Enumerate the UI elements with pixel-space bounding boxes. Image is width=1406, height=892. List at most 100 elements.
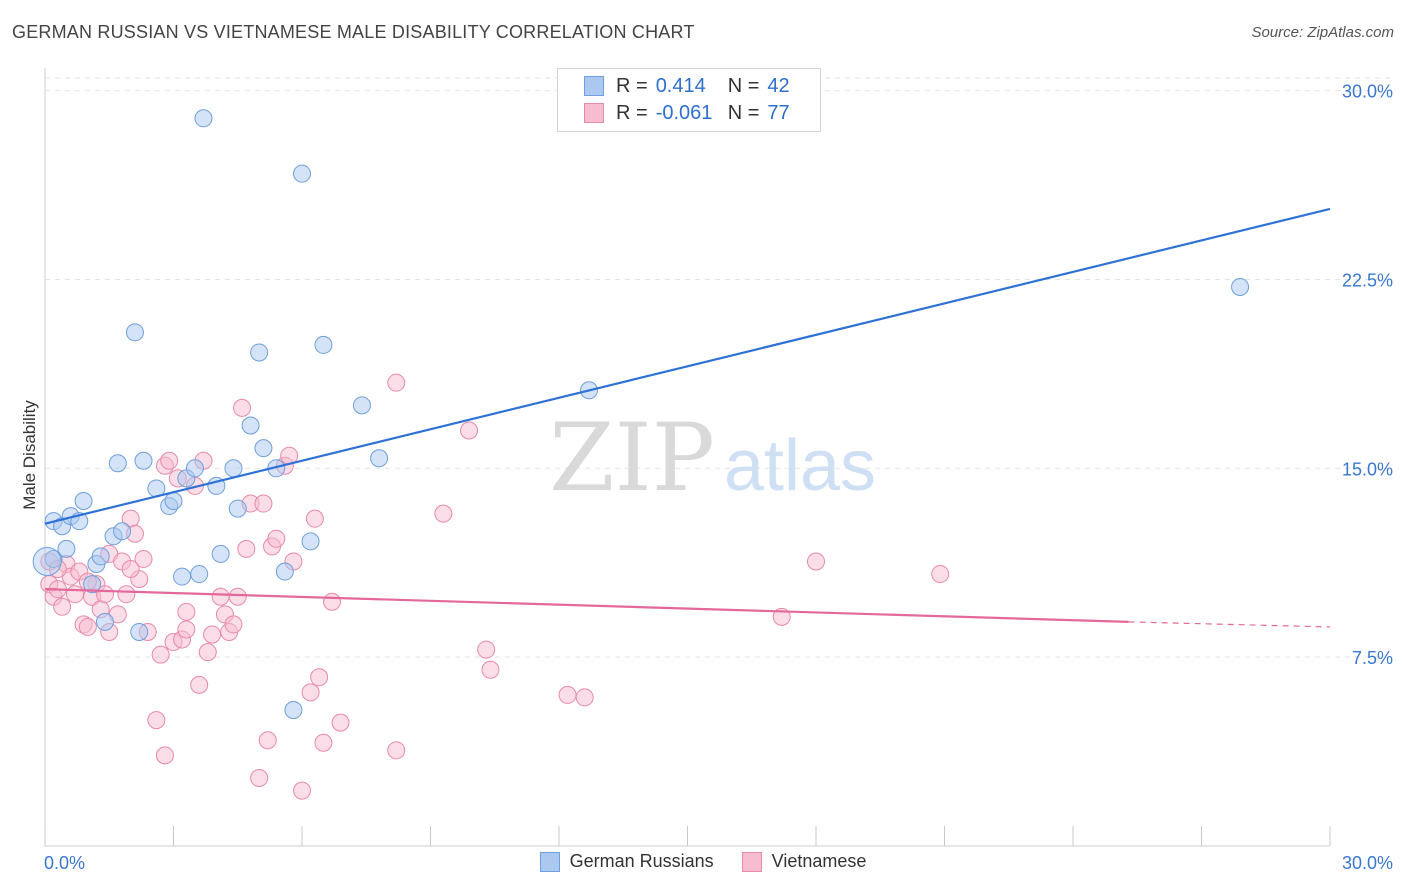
german-russian-point [228, 499, 247, 518]
stats-legend: R = 0.414 N = 42 R = -0.061 N = 77 [557, 68, 821, 132]
series-swatch-pink [741, 851, 762, 872]
vietnamese-point [293, 781, 311, 800]
german-russian-point [164, 492, 183, 511]
series-label: Vietnamese [771, 851, 867, 871]
axes [44, 68, 1331, 847]
vietnamese-point [177, 620, 196, 639]
legend-r-value: -0.061 [655, 101, 713, 124]
vietnamese-point [477, 640, 496, 659]
tick-labels: 7.5% 15.0% 22.5% 30.0% 0.0% 30.0% Male Disabil… [20, 82, 1393, 873]
vietnamese-point [121, 560, 140, 579]
vietnamese-point [460, 421, 479, 440]
german-russian-point [211, 544, 230, 563]
german-russian-point [57, 539, 76, 558]
vietnamese-point [305, 509, 324, 528]
series-legend: German Russians Vietnamese [0, 851, 1406, 872]
german-russian-point [74, 492, 93, 511]
vietnamese-point [203, 625, 222, 644]
vietnamese-point [78, 617, 97, 636]
vietnamese-point [310, 668, 329, 687]
vietnamese-point [237, 539, 256, 558]
german-russian-point [130, 622, 149, 641]
vietnamese-point [53, 597, 72, 616]
vietnamese-point [387, 741, 406, 760]
x-tick-label: 0.0% [44, 853, 85, 873]
german-russian-point [44, 549, 63, 568]
german-russian-point [352, 396, 371, 415]
vietnamese-point [301, 683, 320, 702]
legend-n-label: N = [727, 101, 760, 124]
vietnamese-point [267, 529, 286, 548]
x-tick-label: 30.0% [1342, 853, 1393, 873]
vietnamese-point [117, 585, 136, 604]
vietnamese-point [151, 645, 170, 664]
vietnamese-point [314, 733, 333, 752]
german-russian-point [314, 335, 333, 354]
vietnamese-point [224, 615, 243, 634]
chart-title: GERMAN RUSSIAN VS VIETNAMESE MALE DISABI… [12, 22, 695, 42]
legend-r-label: R = [616, 101, 648, 124]
vietnamese-point [160, 451, 179, 470]
german-russian-point [134, 451, 153, 470]
vietnamese-point [931, 565, 950, 584]
german-russian-point [185, 459, 204, 478]
legend-n-value: 77 [767, 101, 790, 124]
vietnamese-point [198, 643, 217, 662]
source-label: Source: ZipAtlas.com [1251, 24, 1394, 41]
german-russian-point [370, 449, 389, 468]
trend-lines [44, 207, 1331, 628]
vietnamese-point [254, 494, 273, 513]
vietnamese-point [387, 373, 406, 392]
vietnamese-point [147, 711, 166, 730]
german-russian-point [284, 701, 303, 720]
series-legend-vietnamese: Vietnamese [741, 851, 867, 872]
vietnamese-point [233, 398, 252, 417]
german-russian-point [1231, 277, 1250, 296]
legend-n-value: 42 [767, 74, 790, 97]
vietnamese-point [481, 660, 500, 679]
vietnamese-point [558, 685, 577, 704]
german-russian-point [173, 567, 192, 586]
german-russian-point [32, 546, 62, 576]
german-russian-point [224, 459, 243, 478]
legend-swatch-blue [584, 76, 604, 96]
german-russian-point [250, 343, 269, 362]
legend-r-value: 0.414 [655, 74, 706, 97]
legend-row-german-russians: R = 0.414 N = 42 [584, 73, 790, 99]
german-russian-point [301, 532, 320, 551]
legend-row-vietnamese: R = -0.061 N = 77 [584, 100, 790, 126]
vietnamese-point [331, 713, 350, 732]
german-russian-point [83, 575, 102, 594]
vietnamese-point [228, 587, 247, 606]
german-russians-trend-line [44, 207, 1331, 525]
gridlines [45, 77, 1392, 658]
vietnamese-trend-extension [1128, 621, 1331, 628]
watermark-atlas: atlas [724, 426, 876, 506]
series-label: German Russians [569, 851, 714, 871]
german-russian-point [293, 164, 311, 183]
vietnamese-point [322, 592, 341, 611]
german-russian-point [91, 547, 110, 566]
vietnamese-point [65, 585, 84, 604]
vietnamese-point [250, 769, 269, 788]
vietnamese-point [177, 602, 196, 621]
vietnamese-point [190, 675, 209, 694]
series-legend-german-russians: German Russians [539, 851, 714, 872]
y-tick-label: 22.5% [1342, 270, 1393, 290]
german-russians-points [32, 109, 1250, 720]
y-axis-label: Male Disability [20, 400, 39, 510]
vietnamese-point [134, 549, 153, 568]
german-russian-point [190, 565, 209, 584]
german-russian-point [108, 454, 127, 473]
german-russian-point [254, 439, 273, 458]
watermark: ZIP atlas [549, 404, 876, 513]
vietnamese-trend-line [44, 588, 1129, 623]
vietnamese-point [211, 587, 230, 606]
vietnamese-point [155, 746, 174, 765]
german-russian-point [194, 109, 213, 128]
german-russian-point [95, 612, 114, 631]
vietnamese-point [807, 552, 825, 571]
legend-r-label: R = [616, 74, 648, 97]
german-russian-point [275, 562, 294, 581]
